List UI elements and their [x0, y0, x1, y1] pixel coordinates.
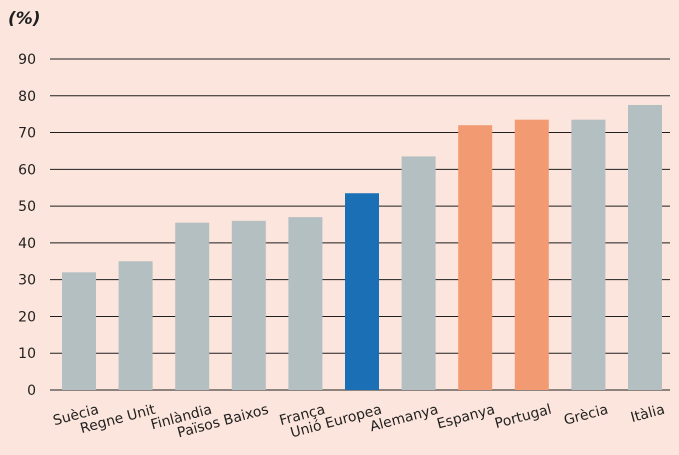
y-tick-label: 60 — [18, 162, 36, 178]
y-tick-label: 10 — [18, 346, 36, 362]
bar-it-lia — [628, 104, 662, 390]
x-category-label: Grècia — [562, 402, 610, 429]
y-axis-unit-label: (%) — [8, 9, 41, 29]
bar-uni-europea — [345, 193, 379, 390]
bars — [62, 104, 662, 390]
x-category-label: Espanya — [435, 402, 496, 433]
y-tick-label: 0 — [27, 383, 36, 399]
bar-gr-cia — [571, 119, 606, 390]
bar-su-cia — [62, 272, 96, 390]
y-tick-label: 20 — [18, 309, 36, 325]
y-tick-label: 50 — [18, 199, 36, 215]
y-tick-label: 40 — [18, 236, 36, 252]
y-tick-label: 90 — [18, 52, 36, 68]
y-tick-label: 80 — [18, 89, 36, 105]
bar-finl-ndia — [175, 222, 210, 390]
bar-alemanya — [401, 156, 436, 390]
x-category-label: Portugal — [493, 402, 553, 432]
y-tick-label: 70 — [18, 126, 36, 142]
bar-regne-unit — [118, 261, 153, 390]
bar-fran-a — [288, 217, 323, 390]
x-category-label: Itàlia — [629, 402, 667, 426]
bar-portugal — [514, 119, 549, 390]
y-axis-ticks: 0 10 20 30 40 50 60 70 80 90 — [18, 52, 36, 399]
y-tick-label: 30 — [18, 273, 36, 289]
bar-pa-sos-baixos — [231, 220, 266, 390]
bar-espanya — [458, 125, 493, 390]
